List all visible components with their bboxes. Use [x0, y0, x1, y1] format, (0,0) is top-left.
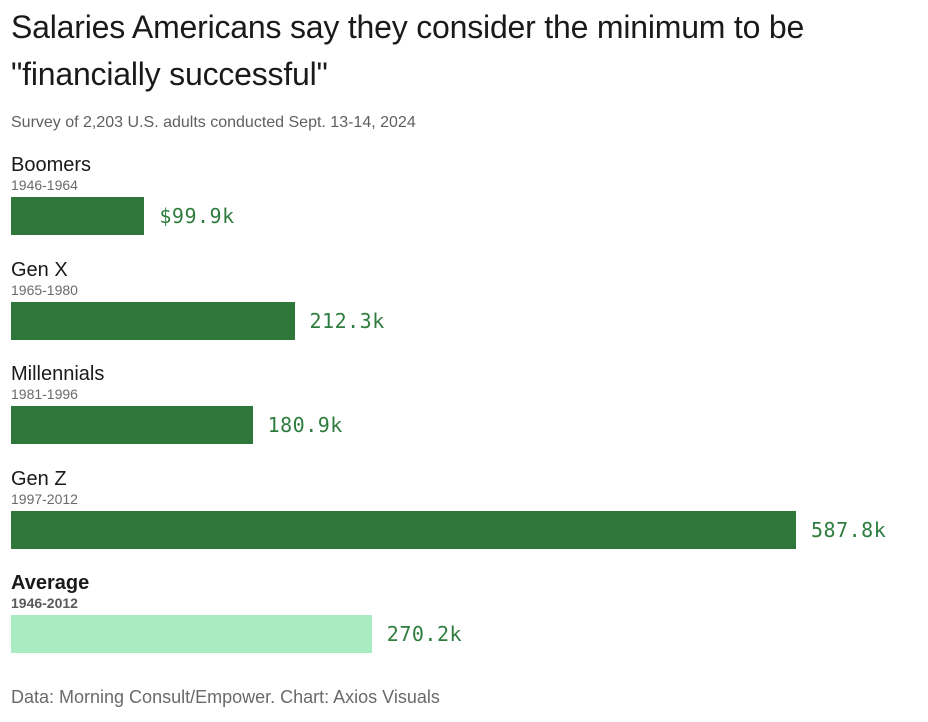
bar — [11, 615, 372, 653]
category-years: 1965-1980 — [11, 281, 78, 298]
chart-source: Data: Morning Consult/Empower. Chart: Ax… — [11, 687, 440, 707]
bar — [11, 406, 253, 444]
chart-title: Salaries Americans say they consider the… — [11, 9, 805, 92]
category-label: Gen Z — [11, 467, 67, 490]
chart-subtitle: Survey of 2,203 U.S. adults conducted Se… — [11, 114, 416, 131]
bar-group-average: Average 1946-2012 270.2k — [0, 571, 928, 655]
category-years: 1997-2012 — [11, 490, 78, 507]
data-label: 180.9k — [267, 413, 343, 437]
data-label: $99.9k — [159, 204, 235, 228]
bar-group-gen-z: Gen Z 1997-2012 587.8k — [0, 467, 928, 551]
data-label: 587.8k — [811, 517, 887, 542]
category-label: Average — [11, 572, 90, 594]
bar — [11, 197, 145, 235]
bar-group-gen-x: Gen X 1965-1980 212.3k — [0, 258, 928, 342]
data-label: 270.2k — [386, 622, 463, 646]
bar — [11, 510, 796, 549]
data-label: 212.3k — [309, 308, 385, 333]
category-years: 1946-1964 — [11, 177, 78, 193]
category-years: 1981-1996 — [11, 386, 78, 402]
category-label: Boomers — [11, 154, 92, 176]
category-label: Millennials — [11, 363, 105, 385]
category-years: 1946-2012 — [11, 595, 78, 611]
bar-group-millennials: Millennials 1981-1996 180.9k — [0, 362, 928, 446]
bar-group-boomers: Boomers 1946-1964 $99.9k — [0, 153, 928, 237]
bar — [11, 301, 295, 340]
category-label: Gen X — [11, 258, 68, 281]
